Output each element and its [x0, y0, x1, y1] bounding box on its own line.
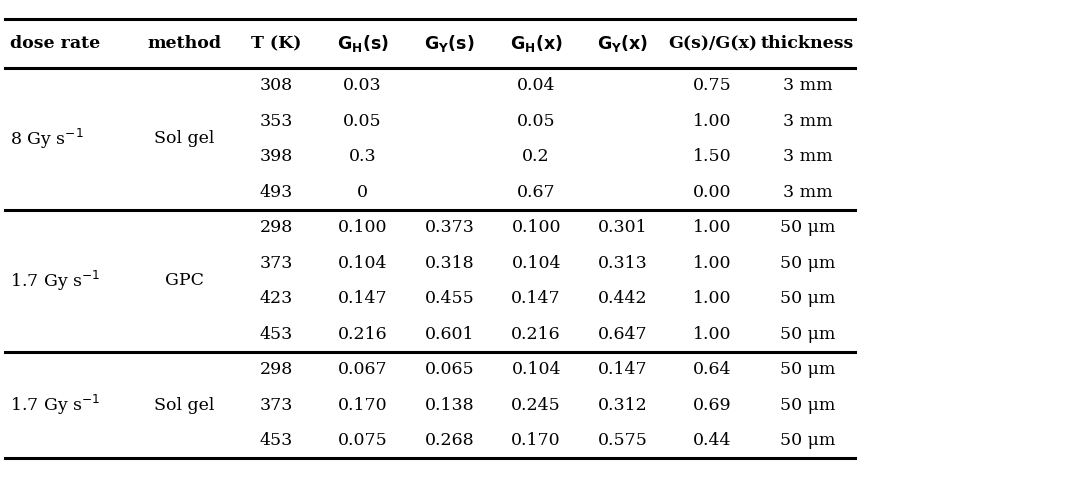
Text: 50 μm: 50 μm	[780, 361, 835, 378]
Text: 0.03: 0.03	[343, 77, 382, 94]
Text: 0.69: 0.69	[693, 397, 732, 414]
Text: 0.268: 0.268	[425, 432, 474, 449]
Text: 0.455: 0.455	[425, 290, 474, 307]
Text: 0.318: 0.318	[425, 255, 474, 272]
Text: 0.170: 0.170	[337, 397, 388, 414]
Text: 0.575: 0.575	[598, 432, 648, 449]
Text: 0.100: 0.100	[511, 219, 561, 236]
Text: 0.75: 0.75	[693, 77, 732, 94]
Text: 1.00: 1.00	[693, 290, 732, 307]
Text: 1.00: 1.00	[693, 113, 732, 130]
Text: $\mathbf{G_{H}(x)}$: $\mathbf{G_{H}(x)}$	[510, 33, 562, 54]
Text: 50 μm: 50 μm	[780, 432, 835, 449]
Text: 0.245: 0.245	[511, 397, 561, 414]
Text: 0.373: 0.373	[425, 219, 474, 236]
Text: 0.301: 0.301	[598, 219, 648, 236]
Text: 0.147: 0.147	[337, 290, 388, 307]
Text: 3 mm: 3 mm	[783, 77, 832, 94]
Text: method: method	[147, 35, 222, 52]
Text: 50 μm: 50 μm	[780, 290, 835, 307]
Text: 398: 398	[260, 148, 293, 165]
Text: 0.647: 0.647	[598, 326, 648, 343]
Text: 493: 493	[260, 184, 293, 201]
Text: 3 mm: 3 mm	[783, 148, 832, 165]
Text: 308: 308	[260, 77, 293, 94]
Text: 1.7 Gy s$^{-1}$: 1.7 Gy s$^{-1}$	[10, 269, 100, 293]
Text: 373: 373	[260, 397, 293, 414]
Text: 3 mm: 3 mm	[783, 113, 832, 130]
Text: 0.67: 0.67	[517, 184, 556, 201]
Text: $\mathbf{G_{Y}(x)}$: $\mathbf{G_{Y}(x)}$	[597, 33, 649, 54]
Text: 1.00: 1.00	[693, 219, 732, 236]
Text: GPC: GPC	[165, 273, 204, 289]
Text: 0.2: 0.2	[522, 148, 550, 165]
Text: 423: 423	[260, 290, 293, 307]
Text: 0.067: 0.067	[337, 361, 388, 378]
Text: 298: 298	[260, 219, 293, 236]
Text: 353: 353	[260, 113, 293, 130]
Text: 0: 0	[357, 184, 368, 201]
Text: 453: 453	[260, 326, 293, 343]
Text: 0.147: 0.147	[511, 290, 561, 307]
Text: 0.00: 0.00	[693, 184, 732, 201]
Text: 298: 298	[260, 361, 293, 378]
Text: 0.104: 0.104	[511, 361, 561, 378]
Text: 0.170: 0.170	[511, 432, 561, 449]
Text: 0.04: 0.04	[517, 77, 556, 94]
Text: 0.44: 0.44	[693, 432, 732, 449]
Text: 3 mm: 3 mm	[783, 184, 832, 201]
Text: $\mathbf{G_{Y}(s)}$: $\mathbf{G_{Y}(s)}$	[424, 33, 475, 54]
Text: $\mathbf{G_{H}(s)}$: $\mathbf{G_{H}(s)}$	[336, 33, 389, 54]
Text: 0.104: 0.104	[337, 255, 388, 272]
Text: Sol gel: Sol gel	[154, 397, 215, 414]
Text: 50 μm: 50 μm	[780, 255, 835, 272]
Text: Sol gel: Sol gel	[154, 131, 215, 147]
Text: 0.312: 0.312	[598, 397, 648, 414]
Text: 453: 453	[260, 432, 293, 449]
Text: 0.065: 0.065	[425, 361, 474, 378]
Text: 0.601: 0.601	[425, 326, 474, 343]
Text: 0.104: 0.104	[511, 255, 561, 272]
Text: 0.216: 0.216	[511, 326, 561, 343]
Text: G(s)/G(x): G(s)/G(x)	[668, 35, 757, 52]
Text: 50 μm: 50 μm	[780, 219, 835, 236]
Text: 1.00: 1.00	[693, 326, 732, 343]
Text: 1.7 Gy s$^{-1}$: 1.7 Gy s$^{-1}$	[10, 393, 100, 417]
Text: 373: 373	[260, 255, 293, 272]
Text: 0.075: 0.075	[337, 432, 388, 449]
Text: 0.147: 0.147	[598, 361, 648, 378]
Text: T (K): T (K)	[251, 35, 301, 52]
Text: 0.3: 0.3	[348, 148, 377, 165]
Text: 0.313: 0.313	[598, 255, 648, 272]
Text: 0.100: 0.100	[337, 219, 388, 236]
Text: 50 μm: 50 μm	[780, 397, 835, 414]
Text: 8 Gy s$^{-1}$: 8 Gy s$^{-1}$	[10, 127, 83, 151]
Text: 1.50: 1.50	[693, 148, 732, 165]
Text: 0.05: 0.05	[343, 113, 382, 130]
Text: 1.00: 1.00	[693, 255, 732, 272]
Text: 0.216: 0.216	[337, 326, 388, 343]
Text: thickness: thickness	[761, 35, 854, 52]
Text: 0.138: 0.138	[425, 397, 474, 414]
Text: 0.05: 0.05	[517, 113, 556, 130]
Text: 50 μm: 50 μm	[780, 326, 835, 343]
Text: dose rate: dose rate	[10, 35, 100, 52]
Text: 0.442: 0.442	[598, 290, 648, 307]
Text: 0.64: 0.64	[693, 361, 732, 378]
